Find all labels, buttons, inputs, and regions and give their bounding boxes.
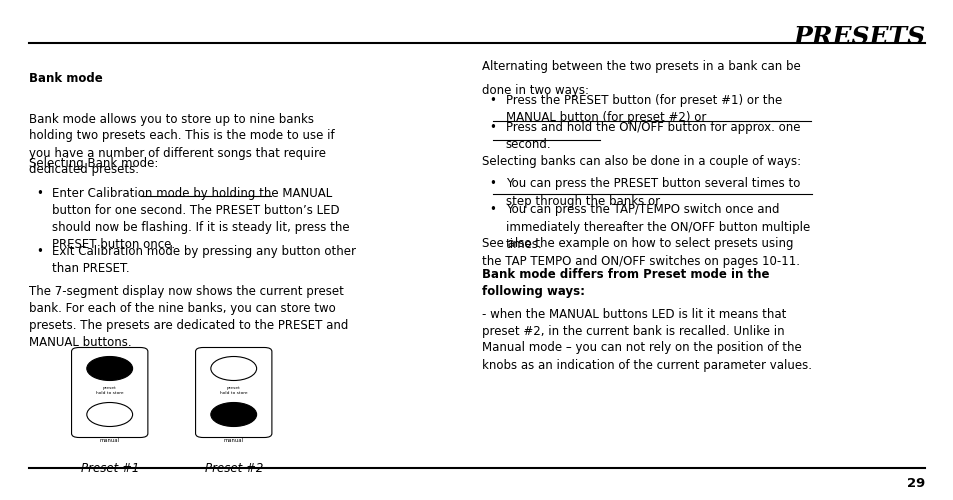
Text: Preset #2: Preset #2	[204, 462, 263, 474]
Text: Enter Calibration mode by holding the MANUAL
button for one second. The PRESET b: Enter Calibration mode by holding the MA…	[52, 188, 350, 252]
Text: You can press the PRESET button several times to
step through the banks or: You can press the PRESET button several …	[505, 178, 800, 208]
FancyBboxPatch shape	[71, 348, 148, 438]
Text: PRESETS: PRESETS	[793, 25, 924, 49]
Text: preset
hold to store: preset hold to store	[220, 386, 247, 395]
Text: •: •	[36, 245, 43, 258]
Text: Press and hold the ON/OFF button for approx. one
second.: Press and hold the ON/OFF button for app…	[505, 121, 800, 151]
FancyBboxPatch shape	[195, 348, 272, 438]
Text: The 7-segment display now shows the current preset
bank. For each of the nine ba: The 7-segment display now shows the curr…	[29, 285, 348, 349]
Text: Preset #1: Preset #1	[80, 462, 139, 474]
Text: Selecting banks can also be done in a couple of ways:: Selecting banks can also be done in a co…	[481, 155, 801, 168]
Text: •: •	[489, 94, 496, 107]
Circle shape	[211, 356, 256, 380]
Text: done in two ways:: done in two ways:	[481, 84, 588, 97]
Text: Selecting Bank mode:: Selecting Bank mode:	[29, 158, 158, 170]
Text: Exit Calibration mode by pressing any button other
than PRESET.: Exit Calibration mode by pressing any bu…	[52, 245, 356, 275]
Text: •: •	[489, 178, 496, 190]
Text: Alternating between the two presets in a bank can be: Alternating between the two presets in a…	[481, 60, 800, 73]
Text: - when the MANUAL buttons LED is lit it means that
preset #2, in the current ban: - when the MANUAL buttons LED is lit it …	[481, 308, 811, 372]
Text: You can press the TAP/TEMPO switch once and
immediately thereafter the ON/OFF bu: You can press the TAP/TEMPO switch once …	[505, 204, 809, 250]
Text: •: •	[36, 188, 43, 200]
Text: •: •	[489, 121, 496, 134]
Text: manual: manual	[224, 438, 243, 444]
Circle shape	[211, 402, 256, 426]
Circle shape	[87, 356, 132, 380]
Text: Bank mode differs from Preset mode in the
following ways:: Bank mode differs from Preset mode in th…	[481, 268, 768, 298]
Text: Bank mode allows you to store up to nine banks
holding two presets each. This is: Bank mode allows you to store up to nine…	[29, 112, 334, 176]
Text: •: •	[489, 204, 496, 216]
Text: 29: 29	[906, 477, 924, 490]
Text: manual: manual	[100, 438, 119, 444]
Text: preset
hold to store: preset hold to store	[96, 386, 123, 395]
Circle shape	[87, 402, 132, 426]
Text: See also the example on how to select presets using
the TAP TEMPO and ON/OFF swi: See also the example on how to select pr…	[481, 238, 799, 268]
Text: Bank mode: Bank mode	[29, 72, 102, 86]
Text: Press the PRESET button (for preset #1) or the
MANUAL button (for preset #2) or: Press the PRESET button (for preset #1) …	[505, 94, 781, 124]
